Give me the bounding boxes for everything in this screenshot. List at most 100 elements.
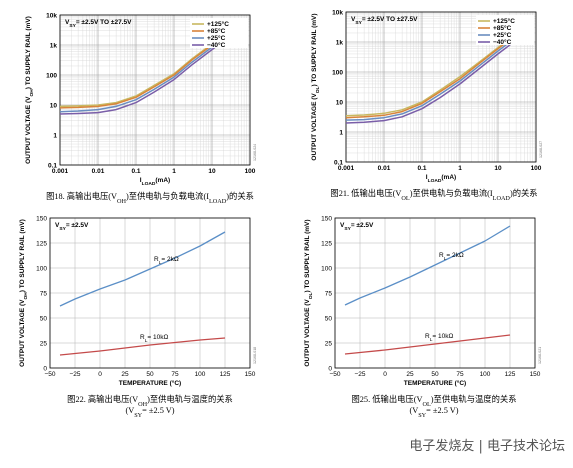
series-line-2	[344, 334, 511, 355]
x-tick-label: −25	[354, 371, 365, 378]
x-tick-label: 125	[505, 371, 516, 378]
x-tick-label: 100	[195, 371, 206, 378]
x-tick-label: 150	[245, 371, 256, 378]
y-tick-label: 75	[40, 290, 48, 297]
x-tick-label: 10	[494, 165, 502, 172]
x-axis-label: ILOAD(mA)	[140, 177, 170, 187]
series-line-2	[59, 30, 232, 109]
chart-2: 0.001 0.01 0.1 1 10 100 0.1 1 10 100 1k 10k VSY= ±2.…	[311, 9, 543, 183]
watermark: 电子发烧友 | 电子技术论坛	[409, 438, 565, 454]
x-axis-label: TEMPERATURE (°C)	[119, 379, 181, 387]
x-tick-label: 150	[530, 371, 541, 378]
legend-box	[476, 15, 534, 45]
x-tick-label: 0.001	[52, 168, 69, 175]
y-tick-label: 25	[325, 340, 333, 347]
x-tick-label: 10	[208, 168, 216, 175]
y-axis-label: OUTPUT VOLTAGE (VOH) TO SUPPLY RAIL (mV)	[19, 219, 29, 367]
x-tick-label: 1	[458, 165, 462, 172]
plot-frame	[49, 217, 251, 369]
y-tick-label: 75	[325, 290, 333, 297]
y-tick-label: 100	[332, 69, 343, 76]
x-tick-label: 0.001	[338, 165, 355, 172]
figure-id: 12168-024	[253, 144, 257, 161]
chart-3: −50 −25 0 25 50 75 100 125 150 0 25 50 75 100 125 150 VS…	[19, 215, 257, 387]
x-tick-label: −50	[44, 371, 55, 378]
y-tick-label: 1	[53, 132, 57, 139]
x-tick-label: 1	[172, 168, 176, 175]
plot-frame	[59, 14, 251, 166]
plot-frame	[345, 11, 537, 163]
figure-caption: 图21. 低输出电压(VOL)至供电轨与负载电流(ILOAD)的关系	[330, 188, 537, 202]
x-tick-label: 100	[245, 168, 256, 175]
vsy-annotation: VSY= ±2.5V TO ±27.5V	[65, 19, 132, 29]
chart-4: −50 −25 0 25 50 75 100 125 150 0 25 50 75 100 125 150 VS…	[304, 215, 542, 387]
y-tick-label: 10k	[332, 9, 343, 16]
series-line-3	[59, 31, 234, 113]
y-axis-label: OUTPUT VOLTAGE (VOH) TO SUPPLY RAIL (mV)	[25, 16, 35, 164]
legend-label: +25°C	[493, 31, 512, 39]
x-tick-label: 0	[383, 371, 387, 378]
figure-caption: 图22. 高输出电压(VOH)至供电轨与温度的关系	[67, 394, 233, 408]
figure-id: 12168-018	[253, 347, 257, 364]
series-label-2k: RL= 2kΩ	[154, 256, 179, 266]
x-tick-label: 100	[531, 165, 542, 172]
y-tick-label: 50	[40, 315, 48, 322]
x-tick-label: −25	[69, 371, 80, 378]
plot-frame	[334, 217, 536, 369]
series-line-1	[345, 38, 510, 117]
vsy-annotation: VSY= ±2.5V TO ±27.5V	[351, 16, 418, 26]
x-axis-label: ILOAD(mA)	[426, 174, 456, 184]
series-line-2	[345, 38, 512, 119]
x-tick-label: −50	[329, 371, 340, 378]
figure-caption: (VSY= ±2.5 V)	[125, 406, 174, 419]
series-line-2	[59, 337, 226, 356]
series-label-10k: RL= 10kΩ	[140, 334, 168, 344]
x-tick-label: 0.1	[417, 165, 426, 172]
y-tick-label: 100	[321, 265, 332, 272]
x-axis-label: TEMPERATURE (°C)	[404, 379, 466, 387]
legend-box	[190, 18, 248, 48]
y-tick-label: 10	[50, 102, 58, 109]
legend-label: +25°C	[207, 34, 226, 42]
series-label-10k: RL= 10kΩ	[425, 333, 453, 343]
series-line-1	[344, 225, 511, 306]
vsy-annotation: VSY= ±2.5V	[340, 222, 374, 232]
y-tick-label: 100	[46, 72, 57, 79]
y-tick-label: 50	[325, 315, 333, 322]
y-tick-label: 0.1	[48, 162, 57, 169]
x-tick-label: 100	[480, 371, 491, 378]
y-tick-label: 0.1	[334, 159, 343, 166]
series-label-2k: RL= 2kΩ	[439, 252, 464, 262]
y-tick-label: 125	[321, 240, 332, 247]
x-tick-label: 75	[171, 371, 179, 378]
legend-label: +125°C	[493, 17, 515, 25]
legend-label: +85°C	[207, 27, 226, 35]
y-tick-label: 1k	[50, 42, 58, 49]
figure-caption: 图25. 低输出电压(VOL)至供电轨与温度的关系	[351, 394, 516, 408]
legend-label: −40°C	[207, 41, 226, 49]
x-tick-label: 0	[98, 371, 102, 378]
vsy-annotation: VSY= ±2.5V	[55, 222, 89, 232]
y-tick-label: 150	[36, 215, 47, 222]
x-tick-label: 50	[146, 371, 154, 378]
y-tick-label: 0	[43, 365, 47, 372]
x-tick-label: 0.01	[378, 165, 391, 172]
y-tick-label: 10	[336, 99, 344, 106]
y-tick-label: 25	[40, 340, 48, 347]
legend-label: +125°C	[207, 20, 229, 28]
x-tick-label: 0.1	[131, 168, 140, 175]
y-tick-label: 1k	[336, 39, 344, 46]
y-tick-label: 10k	[46, 12, 57, 19]
legend-label: −40°C	[493, 38, 512, 46]
y-tick-label: 125	[36, 240, 47, 247]
y-tick-label: 150	[321, 215, 332, 222]
series-line-4	[345, 39, 517, 124]
x-tick-label: 25	[406, 371, 414, 378]
x-tick-label: 50	[431, 371, 439, 378]
y-tick-label: 0	[328, 365, 332, 372]
figure-caption: (VSY= ±2.5 V)	[409, 406, 458, 419]
x-tick-label: 125	[220, 371, 231, 378]
y-tick-label: 1	[339, 129, 343, 136]
series-line-1	[59, 231, 226, 307]
